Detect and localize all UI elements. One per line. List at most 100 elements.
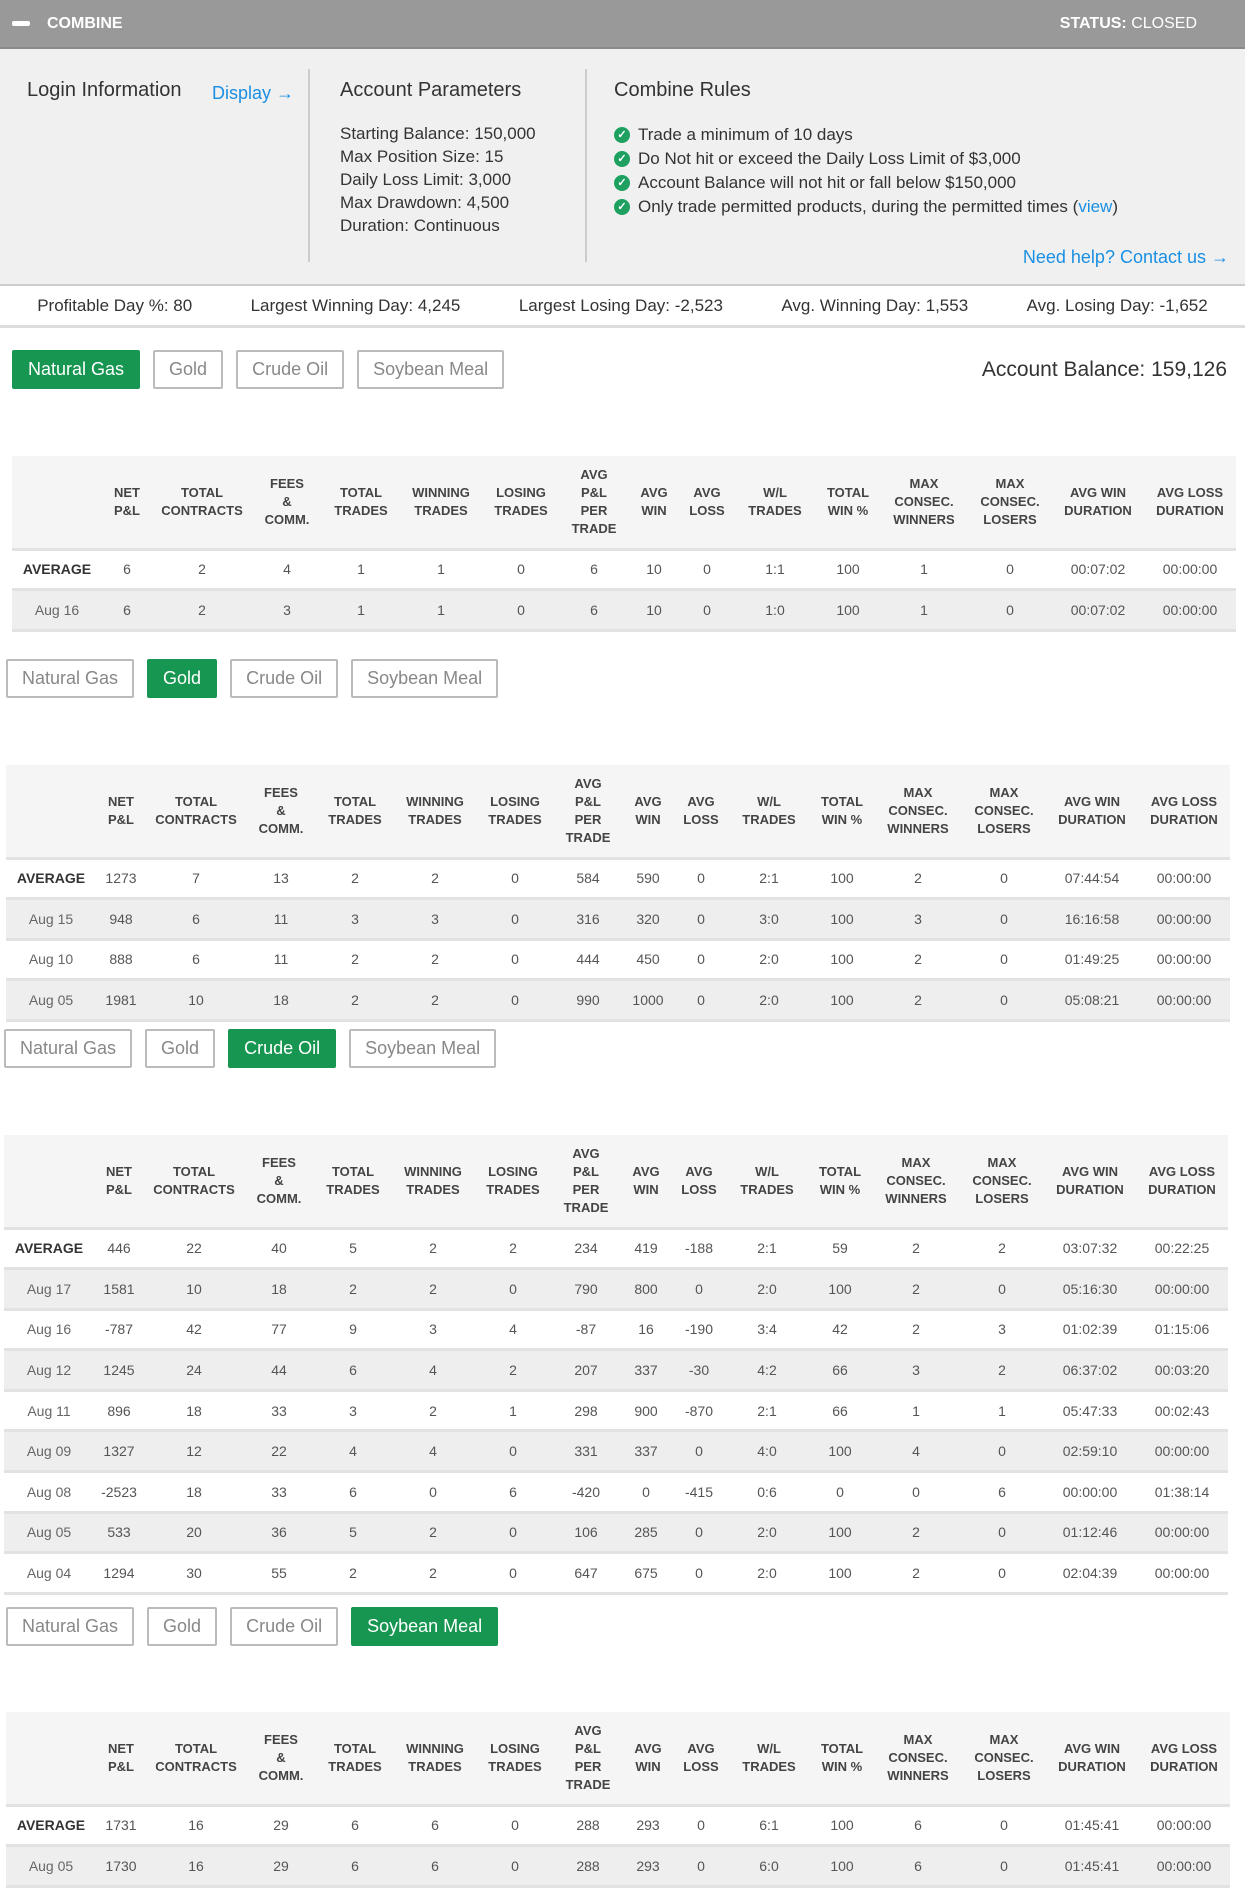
header-line: CONSEC.	[888, 1749, 948, 1765]
tab-natural-gas[interactable]: Natural Gas	[4, 1029, 133, 1068]
table-cell: 29	[246, 1805, 316, 1848]
table-cell: 900	[620, 1390, 672, 1433]
table-cell: 2	[392, 1268, 474, 1311]
table-cell: 1:1	[734, 549, 816, 592]
table-cell: 2	[392, 1228, 474, 1271]
view-link[interactable]: view	[1078, 197, 1113, 216]
table-cell: 01:02:39	[1044, 1309, 1136, 1352]
tab-natural-gas[interactable]: Natural Gas	[6, 1607, 135, 1646]
table-cell: 0	[968, 589, 1052, 632]
header-line: LOSERS	[977, 1767, 1031, 1783]
table-cell: 16	[146, 1805, 246, 1848]
column-header: LOSING TRADES	[476, 765, 554, 860]
table-cell: 100	[808, 1430, 872, 1474]
rule-text: Only trade permitted products, during th…	[638, 197, 1079, 216]
table-row: Aug 09 1327 12 22 4 4 0 331 337 0 4:0 100 4 0 02:59:10…	[4, 1430, 1228, 1474]
average-row: AVERAGE 446 22 40 5 2 2 234 419 -188 2:1 59 2 2 03:07:…	[4, 1228, 1228, 1271]
table-cell: 00:00:00	[1144, 589, 1236, 632]
table-cell: 6:1	[728, 1805, 810, 1848]
header-line: DURATION	[1148, 1181, 1216, 1197]
table-cell: 4:0	[726, 1430, 808, 1474]
column-header: TOTAL WIN %	[810, 1712, 874, 1807]
header-line: DURATION	[1064, 502, 1132, 518]
header-line: WIN	[635, 1758, 661, 1774]
table-cell: 2	[474, 1349, 552, 1392]
rule-item: ✓ Account Balance will not hit or fall be…	[614, 171, 1245, 195]
table-cell: 2	[874, 939, 962, 982]
tab-gold[interactable]: Gold	[153, 350, 224, 389]
header-line: DURATION	[1058, 1758, 1126, 1774]
header-line: DURATION	[1056, 1181, 1124, 1197]
table-cell: 2	[316, 979, 394, 1022]
table-cell: 01:49:25	[1046, 939, 1138, 982]
display-link[interactable]: Display →	[211, 83, 294, 103]
header-line: TRADES	[334, 502, 388, 518]
table-cell: 3	[314, 1390, 392, 1433]
tab-crude-oil[interactable]: Crude Oil	[228, 1029, 337, 1068]
table-cell: 20	[144, 1512, 244, 1555]
table-cell: 2:0	[728, 939, 810, 982]
tab-natural-gas[interactable]: Natural Gas	[6, 659, 135, 698]
table-cell: 2:1	[726, 1390, 808, 1433]
header-line: CONSEC.	[886, 1172, 946, 1188]
table-cell: 0	[674, 939, 728, 982]
header-line: WIN	[641, 502, 667, 518]
column-header: TOTAL TRADES	[322, 456, 400, 551]
table-cell: 44	[244, 1349, 314, 1392]
column-header: W/L TRADES	[726, 1135, 808, 1230]
header-line: CONSEC.	[974, 802, 1034, 818]
table-cell: 00:00:00	[1136, 1430, 1228, 1474]
table-cell: 1981	[96, 979, 146, 1022]
table-cell: 1	[880, 549, 968, 592]
tab-gold[interactable]: Gold	[147, 659, 218, 698]
header-line: LOSING	[488, 1163, 538, 1179]
header-line: CONSEC.	[894, 493, 954, 509]
table-cell: 42	[808, 1309, 872, 1352]
table-cell: 2	[874, 858, 962, 901]
contact-us-link[interactable]: Need help? Contact us →	[1022, 247, 1229, 267]
tab-crude-oil[interactable]: Crude Oil	[230, 659, 339, 698]
table-cell: 1273	[96, 858, 146, 901]
header-line: TOTAL	[333, 793, 377, 809]
column-header: TOTAL TRADES	[316, 1712, 394, 1807]
header-line: COMM.	[264, 511, 310, 527]
header-line: DURATION	[1150, 1758, 1218, 1774]
column-header: TOTAL CONTRACTS	[146, 1712, 246, 1807]
stats-table: NET P&L TOTAL CONTRACTS FEES & COMM. TOTAL TRADE…	[6, 1712, 1230, 1888]
combine-rules: Combine Rules ✓ Trade a minimum of 10 day…	[587, 69, 1245, 284]
table-cell: 00:00:00	[1136, 1552, 1228, 1595]
tab-soybean-meal[interactable]: Soybean Meal	[351, 659, 499, 698]
tab-natural-gas[interactable]: Natural Gas	[12, 350, 141, 389]
header-line: TRADES	[328, 1758, 382, 1774]
header-line: AVG	[634, 1740, 662, 1756]
table-cell: 01:12:46	[1044, 1512, 1136, 1555]
table-cell: 10	[628, 589, 680, 632]
rule-item: ✓ Trade a minimum of 10 days	[614, 123, 1245, 147]
table-cell: 4	[392, 1349, 474, 1392]
tab-gold[interactable]: Gold	[147, 1607, 218, 1646]
tab-crude-oil[interactable]: Crude Oil	[236, 350, 345, 389]
collapse-icon[interactable]	[12, 21, 30, 26]
table-cell: 6	[960, 1471, 1044, 1514]
tab-soybean-meal[interactable]: Soybean Meal	[357, 350, 505, 389]
table-cell: 6	[314, 1471, 392, 1514]
column-header: WINNING TRADES	[400, 456, 482, 551]
tab-gold[interactable]: Gold	[145, 1029, 216, 1068]
table-cell: 33	[244, 1390, 314, 1433]
table-cell: 5	[314, 1228, 392, 1271]
table-cell: -415	[672, 1471, 726, 1514]
table-cell: 0	[476, 898, 554, 941]
column-header: W/L TRADES	[728, 765, 810, 860]
tab-soybean-meal[interactable]: Soybean Meal	[351, 1607, 499, 1646]
tab-soybean-meal[interactable]: Soybean Meal	[349, 1029, 497, 1068]
product-tabs: Natural Gas Gold Crude Oil Soybean Meal	[6, 1607, 1245, 1646]
table-cell: 7	[146, 858, 246, 901]
table-cell: 2	[152, 589, 252, 632]
tab-crude-oil[interactable]: Crude Oil	[230, 1607, 339, 1646]
table-cell: 00:00:00	[1136, 1268, 1228, 1311]
header-line: MAX	[995, 475, 1025, 491]
table-cell: 1	[322, 549, 400, 592]
table-cell: 0	[962, 858, 1046, 901]
table-cell: 584	[554, 858, 622, 901]
header-line: &	[276, 1749, 286, 1765]
